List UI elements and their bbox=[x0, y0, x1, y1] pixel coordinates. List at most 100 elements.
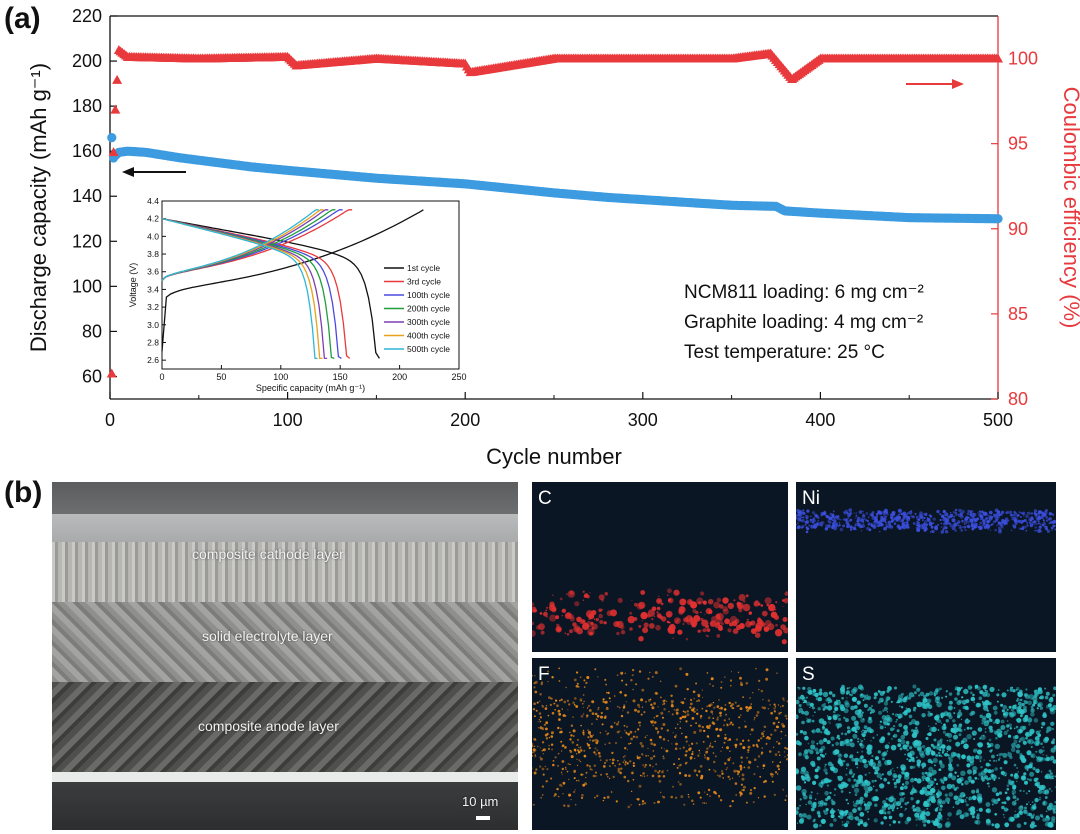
eds-dot bbox=[810, 802, 817, 808]
eds-dot bbox=[834, 788, 837, 791]
eds-dot bbox=[972, 766, 978, 772]
eds-dot bbox=[1017, 701, 1022, 706]
eds-dot bbox=[859, 742, 863, 747]
eds-dot bbox=[760, 689, 764, 693]
eds-dot bbox=[532, 621, 534, 626]
eds-dot bbox=[987, 514, 990, 517]
eds-dot bbox=[659, 791, 662, 794]
eds-dot bbox=[931, 726, 937, 733]
eds-dot bbox=[931, 781, 934, 783]
eds-dot bbox=[925, 746, 932, 753]
eds-dot bbox=[877, 510, 882, 515]
eds-dot bbox=[583, 749, 586, 752]
eds-dot bbox=[901, 770, 905, 775]
eds-dot bbox=[991, 803, 994, 806]
eds-dot bbox=[984, 731, 987, 733]
eds-dot bbox=[738, 608, 743, 613]
eds-dot bbox=[951, 526, 956, 531]
eds-dot bbox=[671, 743, 673, 745]
eds-dot bbox=[782, 617, 788, 622]
eds-dot bbox=[921, 513, 925, 516]
eds-dot bbox=[814, 513, 818, 517]
eds-map-c: C bbox=[532, 482, 788, 652]
eds-dot bbox=[765, 668, 769, 672]
eds-dot bbox=[532, 748, 536, 752]
eds-dot bbox=[737, 770, 741, 774]
eds-dot bbox=[947, 812, 952, 817]
eds-dot bbox=[736, 624, 742, 631]
eds-dot bbox=[947, 818, 949, 820]
eds-dot bbox=[784, 799, 787, 801]
eds-dot bbox=[940, 715, 944, 719]
eds-dot bbox=[931, 530, 935, 534]
eds-dot bbox=[709, 744, 712, 747]
eds-dot bbox=[646, 774, 649, 777]
eds-dot bbox=[949, 766, 953, 770]
eds-dot bbox=[993, 759, 996, 762]
eds-dot bbox=[538, 712, 542, 715]
eds-dot bbox=[552, 760, 555, 762]
eds-dot bbox=[1012, 704, 1017, 710]
eds-dot bbox=[689, 600, 693, 604]
y-right-axis-label: Coulombic efficiency (%) bbox=[1059, 87, 1080, 329]
eds-dot bbox=[1051, 513, 1054, 515]
eds-dot bbox=[949, 524, 953, 528]
eds-dot bbox=[973, 525, 977, 529]
eds-dot bbox=[548, 744, 550, 747]
eds-dot bbox=[927, 712, 932, 717]
eds-dot bbox=[897, 738, 902, 743]
eds-dot bbox=[1025, 736, 1028, 740]
eds-dot bbox=[853, 778, 857, 782]
eds-dot bbox=[580, 724, 582, 727]
eds-dot bbox=[662, 796, 666, 799]
eds-dot bbox=[797, 686, 799, 689]
eds-dot bbox=[558, 718, 561, 721]
eds-dot bbox=[816, 792, 819, 795]
eds-dot bbox=[575, 705, 579, 708]
eds-dot bbox=[925, 811, 931, 817]
eds-dot bbox=[925, 692, 930, 697]
eds-dot bbox=[1006, 729, 1009, 732]
eds-dot bbox=[1015, 512, 1018, 515]
eds-dot bbox=[890, 727, 894, 732]
eds-dot bbox=[617, 597, 623, 603]
eds-dot bbox=[921, 713, 926, 718]
eds-dot bbox=[799, 804, 801, 807]
eds-dot bbox=[569, 763, 571, 766]
eds-dot bbox=[702, 628, 707, 633]
eds-dot bbox=[576, 671, 579, 674]
eds-dot bbox=[844, 718, 849, 723]
eds-dot bbox=[532, 803, 535, 806]
eds-dot bbox=[896, 766, 899, 769]
x-tick-label: 200 bbox=[450, 410, 480, 430]
eds-dot bbox=[955, 741, 961, 747]
eds-dot bbox=[757, 602, 761, 606]
eds-dot bbox=[829, 766, 832, 769]
eds-dot bbox=[816, 521, 819, 524]
eds-dot bbox=[683, 599, 686, 602]
eds-dot bbox=[702, 600, 707, 605]
eds-dot bbox=[944, 521, 947, 523]
eds-dot bbox=[989, 510, 993, 515]
eds-dot bbox=[822, 511, 827, 516]
inset-discharge-curve bbox=[161, 218, 380, 359]
eds-dot bbox=[691, 717, 695, 720]
eds-dot bbox=[582, 706, 584, 708]
eds-dot bbox=[988, 763, 991, 767]
eds-dot bbox=[921, 762, 927, 768]
eds-dot bbox=[1012, 746, 1014, 749]
eds-dot bbox=[947, 733, 953, 738]
eds-dot bbox=[855, 514, 858, 517]
eds-dot bbox=[1030, 746, 1033, 748]
eds-dot bbox=[609, 700, 612, 703]
eds-dot bbox=[588, 709, 592, 712]
eds-dot bbox=[976, 748, 978, 750]
eds-dot bbox=[591, 739, 595, 742]
eds-dot bbox=[926, 698, 932, 704]
eds-dot bbox=[897, 743, 902, 748]
eds-dot bbox=[979, 515, 984, 519]
eds-dot bbox=[834, 701, 838, 706]
eds-dot bbox=[753, 716, 756, 719]
eds-dot bbox=[818, 691, 823, 696]
eds-dot bbox=[687, 793, 690, 796]
